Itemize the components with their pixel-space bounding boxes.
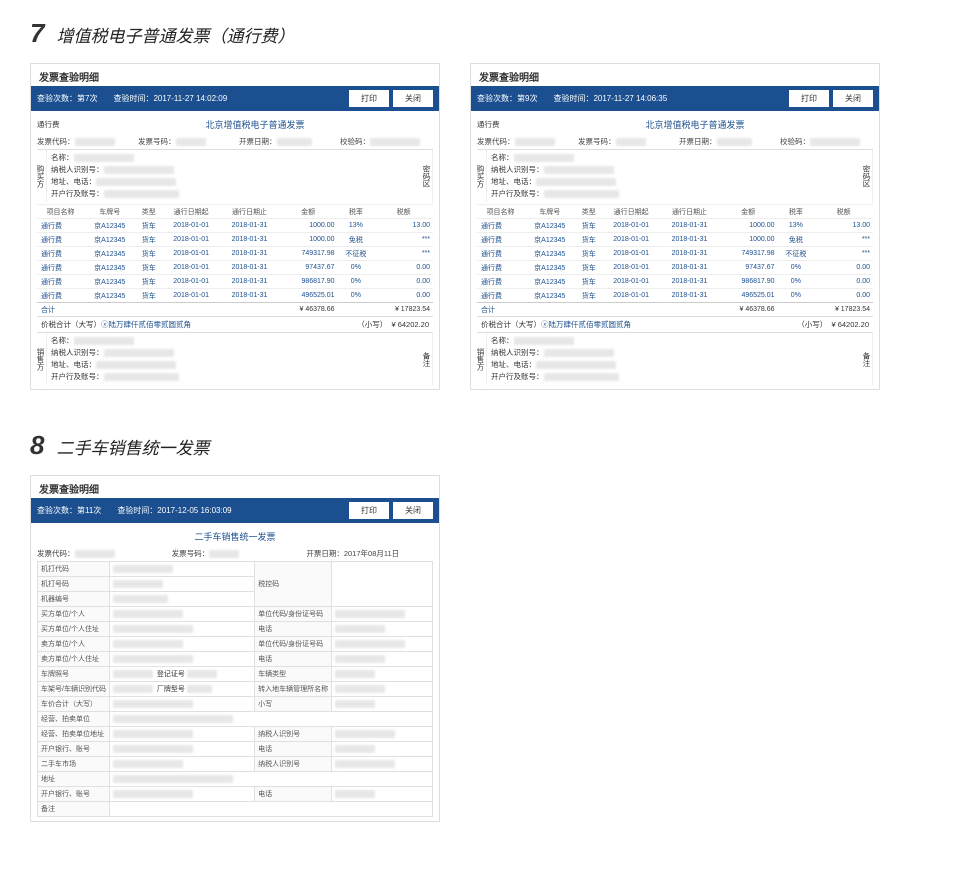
meta-row: 发票代码： 发票号码： 开票日期： 校验码： (37, 134, 433, 149)
section-7-row: 发票查验明细 查验次数：第7次 查验时间：2017-11-27 14:02:09… (30, 63, 923, 390)
buyer-block: 购买方 名称： 纳税人识别号： 地址、电话： 开户行及账号： 密码区 (37, 149, 433, 202)
panel-title: 发票查验明细 (31, 64, 439, 86)
section-number: 7 (30, 18, 44, 49)
check-count: 查验次数：第7次 (37, 93, 97, 104)
print-button[interactable]: 打印 (349, 90, 389, 107)
invoice-card-toll-b: 发票查验明细 查验次数：第9次 查验时间：2017-11-27 14:06:35… (470, 63, 880, 390)
section-title: 增值税电子普通发票（通行费） (56, 22, 294, 47)
toolbar: 查验次数：第9次 查验时间：2017-11-27 14:06:35 打印 关闭 (471, 86, 879, 111)
section-8-header: 8 二手车销售统一发票 (30, 430, 923, 461)
total-bigwrite: 价税合计（大写） ⓧ陆万肆仟贰佰零贰圆贰角 （小写） ¥ 64202.20 (37, 316, 433, 332)
invoice-card-usedcar: 发票查验明细 查验次数：第11次 查验时间：2017-12-05 16:03:0… (30, 475, 440, 822)
check-count: 查验次数：第11次 (37, 505, 101, 516)
close-button[interactable]: 关闭 (833, 90, 873, 107)
close-button[interactable]: 关闭 (393, 502, 433, 519)
usedcar-table: 机打代码税控码 机打号码 机器编号 买方单位/个人单位代码/身份证号码 买方单位… (37, 561, 433, 817)
toll-label: 通行费 (37, 119, 77, 130)
print-button[interactable]: 打印 (349, 502, 389, 519)
check-time: 查验时间：2017-11-27 14:06:35 (553, 93, 667, 104)
section-8-row: 发票查验明细 查验次数：第11次 查验时间：2017-12-05 16:03:0… (30, 475, 923, 822)
print-button[interactable]: 打印 (789, 90, 829, 107)
panel-title: 发票查验明细 (471, 64, 879, 86)
close-button[interactable]: 关闭 (393, 90, 433, 107)
items-table: 项目名称车牌号类型通行日期起通行日期止金额税率税额 通行费京A12345货车20… (37, 204, 433, 316)
invoice-title: 北京增值税电子普通发票 (77, 115, 433, 134)
seller-block: 销售方 名称： 纳税人识别号： 地址、电话： 开户行及账号： 备注 (37, 332, 433, 385)
check-count: 查验次数：第9次 (477, 93, 537, 104)
check-time: 查验时间：2017-11-27 14:02:09 (113, 93, 227, 104)
section-7-header: 7 增值税电子普通发票（通行费） (30, 18, 923, 49)
invoice-card-toll-a: 发票查验明细 查验次数：第7次 查验时间：2017-11-27 14:02:09… (30, 63, 440, 390)
toolbar: 查验次数：第7次 查验时间：2017-11-27 14:02:09 打印 关闭 (31, 86, 439, 111)
check-time: 查验时间：2017-12-05 16:03:09 (117, 505, 231, 516)
